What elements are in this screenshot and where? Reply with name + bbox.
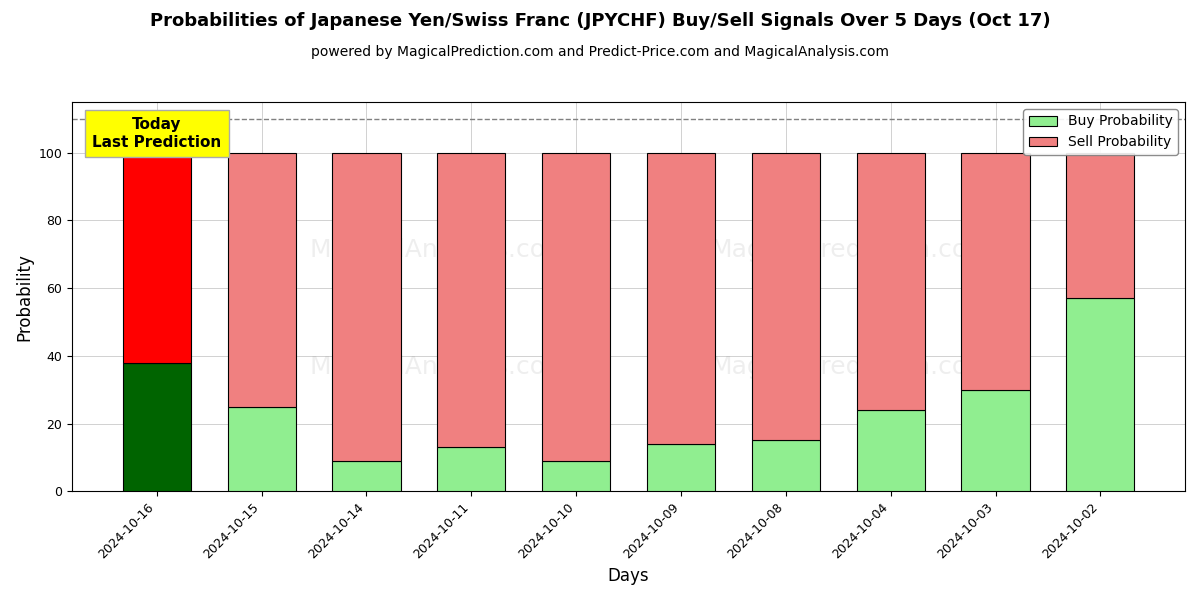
Bar [1067,153,1134,298]
Text: MagicalAnalysis.com: MagicalAnalysis.com [310,355,570,379]
Bar [228,153,295,407]
Bar [122,153,191,362]
Bar [437,447,505,491]
Text: MagicalPrediction.com: MagicalPrediction.com [710,355,992,379]
Bar [332,153,401,461]
Bar [332,461,401,491]
Bar [857,410,925,491]
Text: MagicalPrediction.com: MagicalPrediction.com [710,238,992,262]
Bar [437,153,505,447]
Text: powered by MagicalPrediction.com and Predict-Price.com and MagicalAnalysis.com: powered by MagicalPrediction.com and Pre… [311,45,889,59]
Bar [228,407,295,491]
Bar [961,153,1030,390]
Bar [751,153,820,440]
Text: Probabilities of Japanese Yen/Swiss Franc (JPYCHF) Buy/Sell Signals Over 5 Days : Probabilities of Japanese Yen/Swiss Fran… [150,12,1050,30]
X-axis label: Days: Days [607,567,649,585]
Bar [1067,298,1134,491]
Bar [542,153,611,461]
Bar [542,461,611,491]
Bar [647,444,715,491]
Text: Today
Last Prediction: Today Last Prediction [92,117,222,149]
Bar [961,390,1030,491]
Text: MagicalAnalysis.com: MagicalAnalysis.com [310,238,570,262]
Y-axis label: Probability: Probability [16,253,34,341]
Bar [122,362,191,491]
Bar [647,153,715,444]
Bar [751,440,820,491]
Legend: Buy Probability, Sell Probability: Buy Probability, Sell Probability [1024,109,1178,155]
Bar [857,153,925,410]
